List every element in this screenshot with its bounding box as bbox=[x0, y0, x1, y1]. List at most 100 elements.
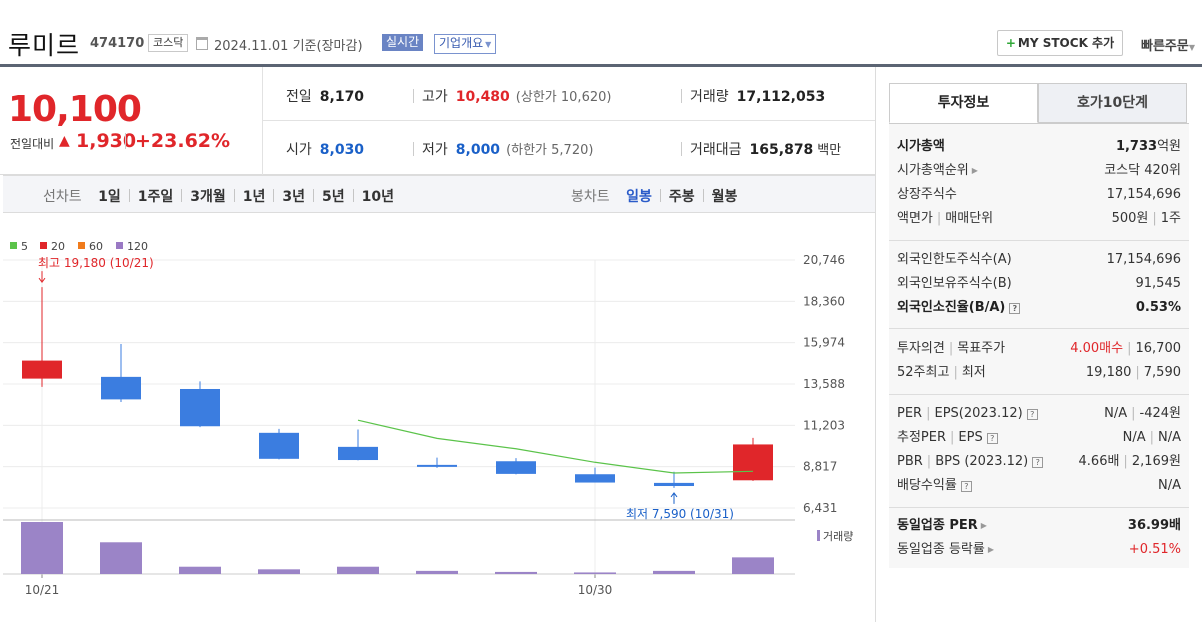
candle-period-tab[interactable]: 월봉 bbox=[711, 189, 738, 205]
high-arrow-head bbox=[38, 277, 46, 283]
prev-close-label: 전일 bbox=[286, 89, 312, 105]
divider bbox=[413, 142, 414, 156]
investment-info-body: 시가총액 1,733억원 시가총액순위 ▶ 코스닥 420위 상장주식수 17,1… bbox=[889, 123, 1189, 568]
period-tab[interactable]: 3개월 bbox=[190, 189, 226, 205]
market-cap-rank-label: 시가총액순위 bbox=[897, 163, 969, 178]
y-tick-label: 15,974 bbox=[803, 336, 845, 350]
52-week-high-value: 19,180 bbox=[1085, 365, 1132, 380]
candlestick-chart[interactable]: 20,746 18,360 15,974 13,588 11,203 8,817 6,431… bbox=[0, 214, 875, 614]
per-eps-row: PER | EPS(2023.12)? N/A | -424원 bbox=[897, 406, 1181, 421]
y-tick-label: 6,431 bbox=[803, 501, 837, 515]
eps-value: -424원 bbox=[1139, 406, 1181, 421]
legend-label: 120 bbox=[127, 240, 148, 253]
candle-body bbox=[733, 444, 773, 481]
divider bbox=[233, 189, 235, 202]
legend-swatch bbox=[116, 242, 123, 249]
period-tab[interactable]: 10년 bbox=[361, 189, 394, 205]
current-price: 10,100 bbox=[8, 89, 142, 130]
listed-shares-label: 상장주식수 bbox=[897, 187, 957, 202]
period-tab[interactable]: 1년 bbox=[242, 189, 266, 205]
ma5-line bbox=[357, 419, 754, 474]
divider bbox=[659, 189, 661, 202]
candle-period-tab[interactable]: 일봉 bbox=[626, 189, 652, 205]
volume: 거래량 17,112,053 bbox=[681, 86, 825, 106]
tab-order-book[interactable]: 호가10단계 bbox=[1038, 83, 1187, 123]
company-overview-dropdown[interactable]: 기업개요 ▼ bbox=[434, 34, 497, 54]
volume-bar bbox=[100, 542, 142, 574]
realtime-button[interactable]: 실시간 bbox=[382, 34, 424, 51]
volume-bar bbox=[574, 572, 616, 574]
help-icon[interactable]: ? bbox=[1009, 303, 1021, 314]
foreign-hold-row: 외국인보유주식수(B) 91,545 bbox=[897, 275, 1181, 293]
open-value: 8,030 bbox=[319, 142, 365, 158]
market-cap-value: 1,733 bbox=[1115, 139, 1158, 154]
trade-unit-label: 매매단위 bbox=[945, 211, 994, 226]
x-tick-label: 10/21 bbox=[25, 583, 60, 597]
foreign-limit-row: 외국인한도주식수(A) 17,154,696 bbox=[897, 251, 1181, 269]
help-icon[interactable]: ? bbox=[1032, 457, 1044, 468]
market-cap-row: 시가총액 1,733억원 bbox=[897, 138, 1181, 156]
divider bbox=[889, 328, 1189, 329]
per-value: N/A bbox=[1104, 406, 1128, 421]
trade-amount-label: 거래대금 bbox=[690, 142, 742, 158]
volume-bar bbox=[732, 557, 774, 574]
market-cap-label: 시가총액 bbox=[897, 139, 945, 154]
pbr-label: PBR bbox=[897, 454, 923, 469]
company-overview-label: 기업개요 bbox=[439, 36, 484, 50]
52-week-low-label: 최저 bbox=[961, 365, 986, 380]
52-week-high-label: 52주최고 bbox=[897, 365, 950, 380]
high-value: 10,480 bbox=[455, 89, 510, 105]
candle-body bbox=[496, 461, 536, 474]
stock-name: 루미르 bbox=[8, 31, 81, 60]
divider bbox=[262, 67, 263, 175]
divider bbox=[681, 142, 682, 156]
dividend-label: 배당수익률 bbox=[897, 478, 957, 493]
candle-body bbox=[259, 432, 299, 459]
help-icon[interactable]: ? bbox=[986, 433, 998, 444]
add-my-stock-button[interactable]: + MY STOCK 추가 bbox=[997, 30, 1123, 56]
y-tick-label: 20,746 bbox=[803, 253, 845, 267]
candle-period-tab[interactable]: 주봉 bbox=[668, 189, 695, 205]
volume-bar bbox=[21, 522, 63, 574]
volume-bar bbox=[258, 569, 300, 574]
trade-amount-value: 165,878 bbox=[749, 142, 814, 158]
divider bbox=[413, 89, 414, 103]
target-price-value: 16,700 bbox=[1135, 341, 1182, 356]
industry-per-row[interactable]: 동일업종 PER ▶ 36.99배 bbox=[897, 517, 1181, 535]
chart-period-tabs: 선차트 1일 1주일 3개월 1년 3년 5년 10년 봉차트 일봉 주봉 월봉 bbox=[3, 175, 875, 213]
legend-swatch bbox=[40, 242, 47, 249]
investment-info-panel: 투자정보 호가10단계 시가총액 1,733억원 시가총액순위 ▶ 코스닥 420… bbox=[889, 83, 1189, 568]
industry-change-row[interactable]: 동일업종 등락률 ▶ +0.51% bbox=[897, 541, 1181, 559]
target-price-label: 목표주가 bbox=[957, 341, 1006, 356]
quick-order-dropdown[interactable]: 빠른주문▼ bbox=[1141, 35, 1195, 54]
pbr-bps-row: PBR | BPS (2023.12)? 4.66배 | 2,169원 bbox=[897, 454, 1181, 469]
low-label: 저가 bbox=[422, 142, 448, 158]
divider bbox=[875, 67, 876, 622]
dividend-value: N/A bbox=[1158, 478, 1181, 493]
period-tab[interactable]: 1주일 bbox=[137, 189, 174, 205]
52-week-row: 52주최고 | 최저 19,180 | 7,590 bbox=[897, 365, 1181, 380]
divider bbox=[128, 189, 130, 202]
period-tab[interactable]: 5년 bbox=[322, 189, 345, 205]
period-tab[interactable]: 3년 bbox=[282, 189, 305, 205]
header-divider bbox=[0, 64, 1202, 67]
52-week-low-value: 7,590 bbox=[1143, 365, 1181, 380]
lower-limit-value: 5,720) bbox=[551, 143, 594, 158]
change-label: 전일대비 bbox=[10, 137, 55, 151]
foreign-ratio-row: 외국인소진율(B/A)? 0.53% bbox=[897, 299, 1181, 317]
estimated-eps-value: N/A bbox=[1158, 430, 1181, 445]
period-tab[interactable]: 1일 bbox=[98, 189, 121, 205]
help-icon[interactable]: ? bbox=[960, 481, 972, 492]
industry-per-value: 36.99배 bbox=[1127, 518, 1181, 533]
tab-investment-info[interactable]: 투자정보 bbox=[889, 83, 1038, 123]
market-cap-rank-row[interactable]: 시가총액순위 ▶ 코스닥 420위 bbox=[897, 162, 1181, 180]
help-icon[interactable]: ? bbox=[1026, 409, 1038, 420]
y-tick-label: 8,817 bbox=[803, 460, 837, 474]
plus-icon: + bbox=[1005, 36, 1016, 50]
side-tabs: 투자정보 호가10단계 bbox=[889, 83, 1189, 123]
stock-header: 루미르 474170 코스닥 2024.11.01 기준(장마감) 실시간 기업… bbox=[0, 0, 1202, 66]
open-label: 시가 bbox=[286, 142, 312, 158]
industry-change-label: 동일업종 등락률 bbox=[897, 542, 985, 557]
price-chart[interactable]: 20,746 18,360 15,974 13,588 11,203 8,817 6,431… bbox=[0, 214, 875, 614]
quick-order-label: 빠른주문 bbox=[1141, 39, 1189, 54]
